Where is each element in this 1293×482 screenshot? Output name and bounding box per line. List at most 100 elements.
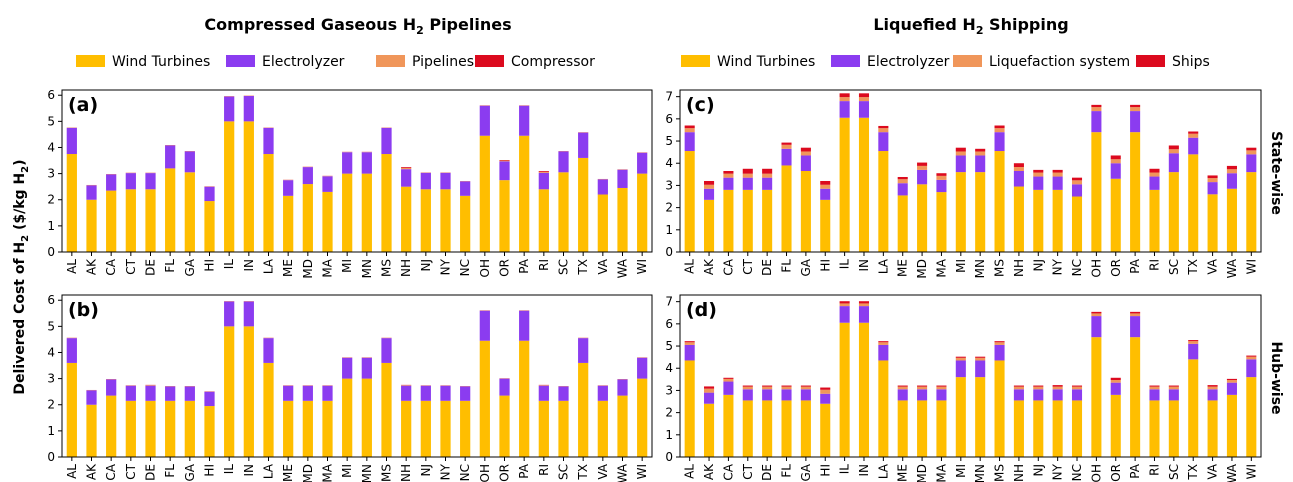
x-tick-label-de: DE (144, 259, 158, 276)
bar-va-electrolyzer (597, 385, 608, 401)
bar-ak-wind-turbines (86, 199, 97, 252)
bar-or-electrolyzer (499, 161, 510, 181)
bar-ri-wind-turbines (538, 189, 549, 252)
x-tick-label-oh: OH (1089, 464, 1103, 482)
bar-mn-ships (975, 356, 986, 358)
bar-md-electrolyzer (917, 389, 928, 401)
bar-il-electrolyzer (224, 301, 235, 327)
bar-in-wind-turbines (243, 326, 254, 457)
bar-ct-wind-turbines (125, 400, 136, 457)
bar-mn-liquefaction-system (975, 357, 986, 361)
bar-hi-ships (820, 180, 831, 185)
bar-va-liquefaction-system (1207, 178, 1218, 183)
bar-ri-electrolyzer (538, 385, 549, 401)
y-tick-label: 4 (665, 361, 673, 375)
bar-il-ships (839, 93, 850, 98)
bar-or-liquefaction-system (1110, 379, 1121, 383)
bar-fl-liquefaction-system (781, 386, 792, 390)
bar-oh-ships (1091, 311, 1102, 314)
x-tick-label-ms: MS (993, 259, 1007, 277)
bar-nh-wind-turbines (1013, 186, 1024, 252)
bar-mi-electrolyzer (955, 360, 966, 378)
x-tick-label-wi: WI (1244, 464, 1258, 479)
bar-fl-wind-turbines (165, 168, 176, 252)
bar-or-wind-turbines (499, 180, 510, 252)
bar-ca-wind-turbines (106, 190, 117, 252)
bar-fl-electrolyzer (165, 386, 176, 401)
bar-ms-wind-turbines (994, 151, 1005, 252)
bar-in-ships (858, 301, 870, 304)
bar-va-electrolyzer (1207, 182, 1218, 195)
x-tick-label-ms: MS (380, 259, 394, 277)
bar-ak-wind-turbines (704, 403, 715, 457)
x-tick-label-hi: HI (203, 259, 217, 272)
bar-ma-ships (936, 385, 947, 387)
bar-or-ships (1110, 377, 1121, 380)
bar-ny-ships (1052, 169, 1063, 173)
bar-de-wind-turbines (762, 189, 773, 252)
bar-wa-electrolyzer (617, 169, 628, 188)
bar-va-wind-turbines (597, 400, 608, 457)
plot-frame (61, 294, 653, 458)
bar-va-wind-turbines (1207, 400, 1218, 457)
bar-sc-electrolyzer (558, 151, 569, 173)
bar-mn-wind-turbines (975, 172, 986, 252)
bar-al-liquefaction-system (684, 128, 695, 133)
bar-sc-electrolyzer (558, 386, 569, 401)
bar-mi-wind-turbines (955, 172, 966, 252)
x-tick-label-wa: WA (616, 258, 630, 278)
bar-ga-wind-turbines (184, 172, 195, 252)
x-tick-label-me: ME (896, 259, 910, 277)
bar-mi-ships (955, 147, 966, 152)
bar-il-ships (839, 301, 850, 304)
bar-hi-electrolyzer (820, 188, 831, 200)
bar-ny-electrolyzer (1052, 389, 1063, 401)
bar-nh-liquefaction-system (1013, 386, 1024, 390)
bar-nj-liquefaction-system (1033, 172, 1044, 177)
bar-me-liquefaction-system (897, 386, 908, 390)
x-tick-label-in: IN (857, 259, 871, 272)
bar-mi-liquefaction-system (955, 357, 966, 361)
bar-md-liquefaction-system (917, 386, 928, 390)
bar-la-wind-turbines (263, 154, 274, 252)
x-tick-label-wa: WA (616, 463, 630, 482)
bar-nh-electrolyzer (1013, 171, 1024, 187)
bar-tx-electrolyzer (1188, 137, 1199, 155)
bar-sc-wind-turbines (558, 400, 569, 457)
legend-swatch-wind-turbines (76, 55, 105, 67)
x-tick-label-fl: FL (163, 464, 177, 478)
bar-mi-wind-turbines (342, 378, 353, 457)
x-tick-label-ga: GA (183, 258, 197, 276)
bar-il-wind-turbines (839, 117, 850, 253)
bar-ny-liquefaction-system (1052, 386, 1063, 390)
x-tick-label-ca: CA (721, 258, 735, 275)
bar-me-liquefaction-system (897, 179, 908, 184)
bar-ma-electrolyzer (322, 176, 333, 192)
bar-or-ships (1110, 155, 1121, 160)
bar-mn-electrolyzer (361, 152, 372, 174)
bar-de-electrolyzer (762, 177, 773, 190)
bar-ma-electrolyzer (936, 389, 947, 401)
y-tick-label: 1 (665, 223, 673, 237)
bar-al-wind-turbines (66, 362, 77, 457)
x-tick-label-fl: FL (780, 464, 794, 478)
bar-ny-wind-turbines (1052, 189, 1063, 252)
bar-ct-liquefaction-system (742, 173, 753, 178)
bar-la-wind-turbines (263, 362, 274, 457)
bar-tx-wind-turbines (1188, 359, 1199, 457)
bar-ri-liquefaction-system (1149, 386, 1160, 390)
bar-la-wind-turbines (878, 360, 889, 457)
bar-wa-electrolyzer (1226, 173, 1237, 189)
bar-md-liquefaction-system (917, 165, 928, 170)
bar-il-wind-turbines (224, 326, 235, 457)
x-tick-label-mn: MN (973, 259, 987, 278)
bar-ak-electrolyzer (86, 185, 97, 200)
x-tick-label-nh: NH (1012, 464, 1026, 482)
bar-nj-electrolyzer (420, 172, 431, 190)
bar-wi-wind-turbines (637, 173, 648, 252)
bar-md-wind-turbines (917, 400, 928, 457)
bar-ny-electrolyzer (440, 172, 451, 190)
x-tick-label-or: OR (1109, 259, 1123, 277)
bar-ak-ships (704, 180, 715, 185)
x-tick-label-ma: MA (934, 258, 948, 277)
